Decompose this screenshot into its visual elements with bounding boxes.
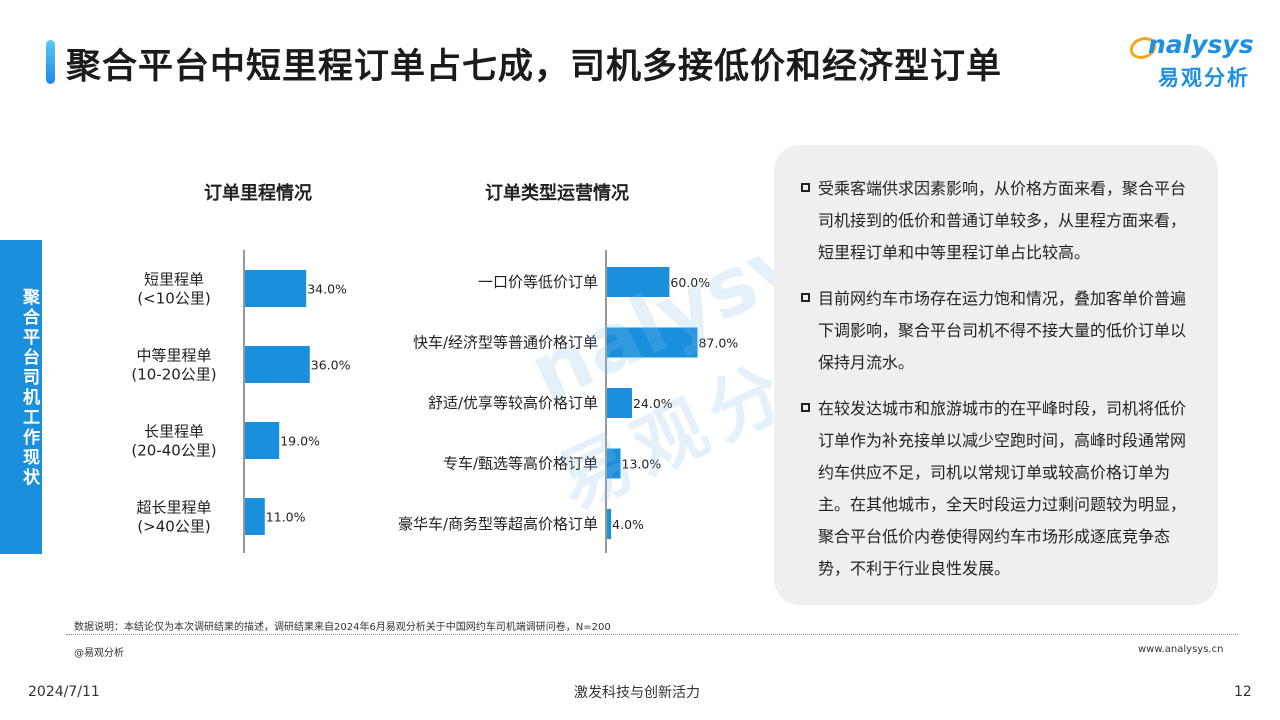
logo-chinese: 易观分析 [1158,66,1250,90]
footer-divider [66,634,1238,635]
category-label: 长里程单 [144,423,204,441]
mileage-chart-title: 订单里程情况 [204,183,312,204]
data-label: 34.0% [307,282,347,297]
insight-bullet: 目前网约车市场存在运力饱和情况，叠加客单价普遍下调影响，聚合平台司机不得不接大量… [801,283,1192,379]
logo-wordmark: nalysys [1148,30,1254,59]
website-link[interactable]: www.analysys.cn [1138,644,1224,655]
data-label: 60.0% [670,275,710,290]
bar [245,498,265,535]
bar [607,448,621,479]
data-label: 87.0% [698,336,738,351]
insight-bullet: 受乘客端供求因素影响，从价格方面来看，聚合平台司机接到的低价和普通订单较多，从里… [801,173,1192,269]
data-label: 13.0% [622,457,662,472]
footer-slogan: 激发科技与创新活力 [574,685,700,701]
category-label: (10-20公里) [131,366,216,384]
category-label: (>40公里) [137,518,210,536]
category-label: 舒适/优享等较高价格订单 [428,394,598,412]
category-label: 豪华车/商务型等超高价格订单 [398,515,598,533]
report-date: 2024/7/11 [28,684,100,700]
page-title: 聚合平台中短里程订单占七成，司机多接低价和经济型订单 [66,47,1003,87]
source-label: @易观分析 [74,648,124,659]
square-bullet-icon [801,293,810,302]
category-label: (20-40公里) [131,442,216,460]
bar [607,267,670,297]
bar [245,346,310,383]
data-note: 数据说明：本结论仅为本次调研结果的描述，调研结果来自2024年6月易观分析关于中… [74,622,611,633]
analysys-logo: nalysys 易观分析 [1128,30,1258,92]
square-bullet-icon [801,403,810,412]
data-label: 11.0% [266,510,306,525]
page-number: 12 [1234,684,1252,700]
data-label: 36.0% [311,358,351,373]
logo-swirl-icon [1129,37,1157,59]
insight-text: 受乘客端供求因素影响，从价格方面来看，聚合平台司机接到的低价和普通订单较多，从里… [818,179,1187,262]
bar [245,270,307,307]
category-label: 短里程单 [144,271,204,289]
data-label: 19.0% [280,434,320,449]
data-label: 24.0% [633,396,673,411]
bar [245,422,280,459]
category-label: 超长里程单 [136,499,211,517]
category-label: (<10公里) [137,290,210,308]
bar [607,509,612,539]
category-label: 专车/甄选等高价格订单 [443,455,598,473]
insight-panel: 受乘客端供求因素影响，从价格方面来看，聚合平台司机接到的低价和普通订单较多，从里… [774,145,1218,605]
bar [607,388,632,418]
square-bullet-icon [801,183,810,192]
insight-text: 在较发达城市和旅游城市的在平峰时段，司机将低价订单作为补充接单以减少空跑时间，高… [818,399,1187,578]
data-label: 4.0% [612,517,644,532]
category-label: 中等里程单 [136,347,211,365]
order-type-chart-title: 订单类型运营情况 [485,183,629,204]
side-tab-label: 聚合平台司机工作现状 [19,288,39,488]
category-label: 快车/经济型等普通价格订单 [413,334,598,352]
insight-bullet: 在较发达城市和旅游城市的在平峰时段，司机将低价订单作为补充接单以减少空跑时间，高… [801,393,1192,585]
side-tab: 聚合平台司机工作现状 [0,240,42,554]
title-accent-bar [46,40,55,84]
insight-text: 目前网约车市场存在运力饱和情况，叠加客单价普遍下调影响，聚合平台司机不得不接大量… [818,289,1187,372]
bar [607,327,698,358]
category-label: 一口价等低价订单 [478,273,598,291]
